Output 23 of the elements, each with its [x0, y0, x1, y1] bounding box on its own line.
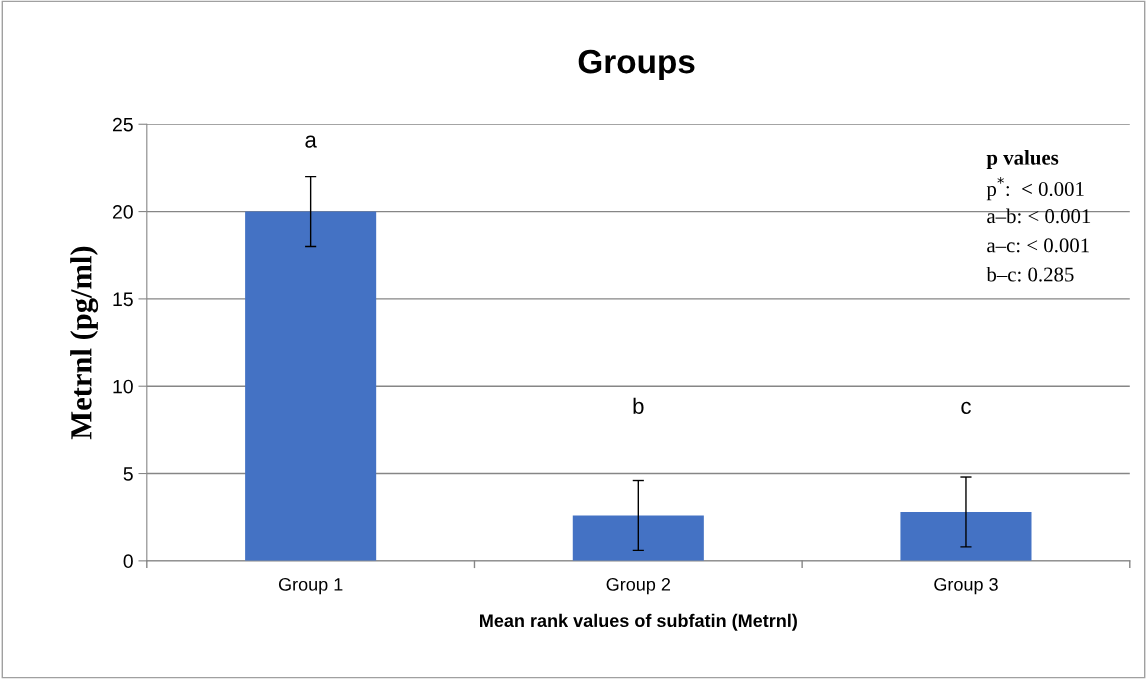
y-tick-label: 15 — [113, 292, 133, 307]
y-tick-label: 0 — [123, 554, 133, 569]
annotation: c — [961, 401, 971, 415]
y-tick-label: 10 — [113, 379, 133, 394]
x-axis-title: Mean rank values of subfatin (Metrnl) — [480, 613, 797, 631]
chart-title: Groups — [578, 49, 695, 81]
annotation: p values — [986, 150, 1059, 170]
bar — [900, 511, 1032, 561]
x-tick-label: Group 2 — [606, 578, 671, 595]
x-tick-label: Group 3 — [934, 578, 998, 595]
bar — [245, 211, 377, 561]
annotation: b — [633, 397, 644, 415]
annotation: a–c: < 0.001 — [987, 238, 1089, 253]
annotation: a — [305, 135, 317, 148]
annotation: a–b: < 0.001 — [987, 208, 1091, 224]
annotation: p$^{*}$: < 0.001 — [986, 176, 1084, 201]
y-tick-label: 5 — [123, 467, 133, 481]
y-tick-label: 20 — [112, 205, 133, 219]
y-axis-title: Metrnl (pg/ml) — [70, 246, 99, 440]
annotation: b–c: 0.285 — [986, 266, 1074, 282]
x-tick-label: Group 1 — [278, 578, 343, 595]
y-tick-label: 25 — [112, 117, 133, 132]
bar — [572, 515, 704, 561]
